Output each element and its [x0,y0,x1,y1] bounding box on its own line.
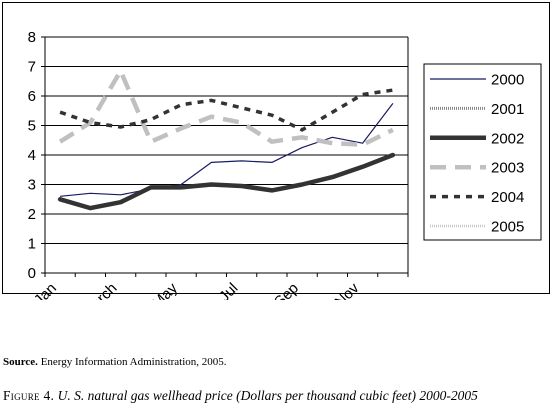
source-note: Source. Energy Information Administratio… [3,356,227,368]
x-tick-label-nov: Nov [332,279,363,300]
y-tick-label-1: 1 [28,236,36,253]
y-tick-label-5: 5 [28,118,36,135]
y-tick-label-3: 3 [28,177,36,194]
series-line-2003 [58,68,394,147]
legend-box [423,63,542,241]
x-tick-label-jul: Jul [216,280,242,300]
figure-caption-text: U. S. natural gas wellhead price (Dollar… [57,388,478,403]
legend-label-2003: 2003 [491,160,524,177]
source-text: Energy Information Administration, 2005. [40,356,227,368]
series-line-2002 [57,152,396,211]
x-tick-label-jan: Jan [31,280,60,300]
legend-label-2005: 2005 [491,219,524,236]
y-tick-label-0: 0 [28,265,36,282]
figure-frame [2,2,550,294]
figure-caption: Figure 4. U. S. natural gas wellhead pri… [3,388,478,404]
legend-label-2000: 2000 [491,72,524,89]
series-line-2004 [59,88,394,132]
legend-label-2004: 2004 [491,189,524,206]
source-label: Source. [3,356,38,368]
y-tick-label-7: 7 [28,59,36,76]
x-tick-label-sep: Sep [271,280,302,300]
legend-label-2001: 2001 [491,101,524,118]
y-tick-label-2: 2 [28,206,36,223]
legend-label-2002: 2002 [491,130,524,147]
x-tick-label-may: May [149,279,181,300]
x-tick-label-march: March [79,280,120,300]
figure-label: Figure 4. [3,388,55,403]
series-line-2000 [60,103,394,197]
y-tick-label-8: 8 [28,29,36,46]
y-tick-label-6: 6 [28,88,36,105]
line-chart: 0 1 2 3 4 5 6 7 8 Jan March May Jul Sep Nov 2000 2001 200… [28,29,542,300]
y-tick-label-4: 4 [28,147,36,164]
